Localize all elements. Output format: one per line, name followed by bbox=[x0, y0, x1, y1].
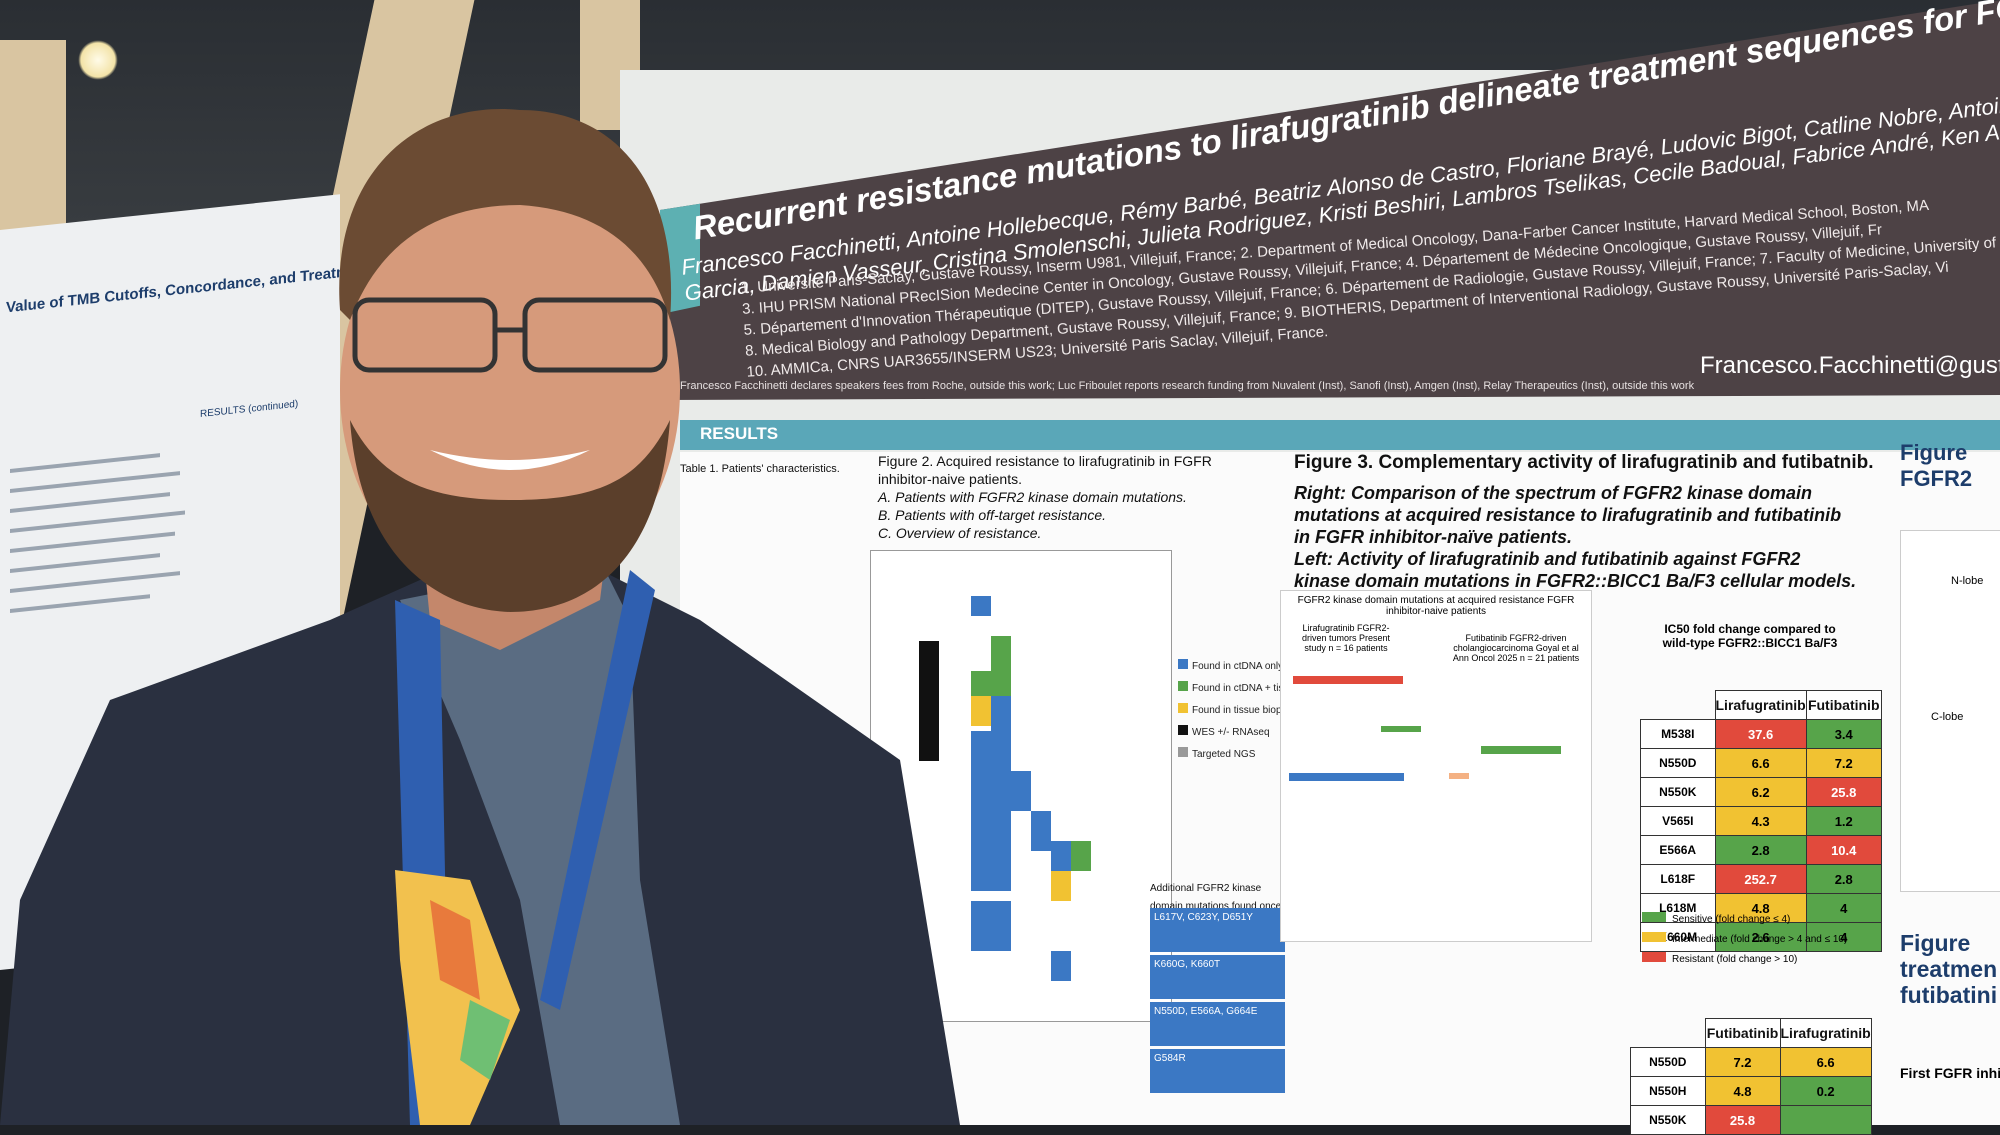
ic50-row: V565I 4.3 1.2 bbox=[1640, 806, 1882, 836]
fig3-text: Right: Comparison of the spectrum of FGF… bbox=[1294, 483, 1857, 591]
ic50-lira-value: 6.2 bbox=[1714, 777, 1807, 807]
fig2-extra-title: Additional FGFR2 kinase domain mutations… bbox=[1150, 883, 1282, 912]
mut-spectrum-title: FGFR2 kinase domain mutations at acquire… bbox=[1297, 595, 1575, 617]
ic50-header-futi: Futibatinib bbox=[1805, 690, 1882, 720]
ic50-mutation: N550D bbox=[1640, 748, 1716, 778]
fig2-legend: Found in ctDNA only Found in ctDNA + tis… bbox=[1178, 656, 1331, 766]
bottom-mutation: N550D bbox=[1630, 1047, 1706, 1077]
ic50-row: L618F 252.7 2.8 bbox=[1640, 864, 1882, 894]
bottom-futi-value: 7.2 bbox=[1704, 1047, 1781, 1077]
ic50-table: Lirafugratinib Futibatinib M538I 37.6 3.4 N… bbox=[1640, 690, 1882, 952]
ic50-row: N550D 6.6 7.2 bbox=[1640, 748, 1882, 778]
right-figure-bottom: Figure treatmen futibatini bbox=[1900, 930, 1998, 1008]
lira-label: Lirafugratinib FGFR2-driven tumors Prese… bbox=[1301, 623, 1391, 653]
ic50-mutation: V565I bbox=[1640, 806, 1716, 836]
ic50-futi-value: 7.2 bbox=[1805, 748, 1882, 778]
ic50-row: E566A 2.8 10.4 bbox=[1640, 835, 1882, 865]
bottom-lira-value: 0.2 bbox=[1779, 1076, 1872, 1106]
bottom-futi-value: 4.8 bbox=[1704, 1076, 1781, 1106]
ic50-lira-value: 4.3 bbox=[1714, 806, 1807, 836]
ic50-header-lira: Lirafugratinib bbox=[1714, 690, 1807, 720]
ic50-legend: Sensitive (fold change ≤ 4) Intermediate… bbox=[1642, 910, 1847, 970]
ic50-row: N550K 6.2 25.8 bbox=[1640, 777, 1882, 807]
first-fgfr-label: First FGFR inhi bbox=[1900, 1065, 2000, 1081]
ic50-futi-value: 10.4 bbox=[1805, 835, 1882, 865]
left-poster-results-label: RESULTS (continued) bbox=[200, 398, 299, 420]
bottom-lira-value bbox=[1779, 1105, 1872, 1135]
ic50-futi-value: 4 bbox=[1805, 893, 1882, 923]
clobe-label: C-lobe bbox=[1931, 711, 1964, 723]
bottom-mutation: N550H bbox=[1630, 1076, 1706, 1106]
ic50-lira-value: 2.8 bbox=[1714, 835, 1807, 865]
contact-email: Francesco.Facchinetti@gust bbox=[1700, 352, 2000, 379]
left-poster: Value of TMB Cutoffs, Concordance, and T… bbox=[0, 194, 340, 971]
ic50-lira-value: 252.7 bbox=[1714, 864, 1807, 894]
bottom-row: N550D 7.2 6.6 bbox=[1630, 1047, 1872, 1077]
fig2-grid bbox=[870, 550, 1172, 1022]
bottom-table: Futibatinib Lirafugratinib N550D 7.2 6.6 N5… bbox=[1630, 1018, 1872, 1135]
fig3-title: Figure 3. Complementary activity of lira… bbox=[1294, 452, 1874, 473]
ic50-row: M538I 37.6 3.4 bbox=[1640, 719, 1882, 749]
bottom-row: N550H 4.8 0.2 bbox=[1630, 1076, 1872, 1106]
bottom-row: N550K 25.8 bbox=[1630, 1105, 1872, 1135]
ic50-mutation: E566A bbox=[1640, 835, 1716, 865]
main-poster: Recurrent resistance mutations to lirafu… bbox=[660, 0, 2000, 1135]
results-bar: RESULTS bbox=[680, 420, 2000, 450]
fig2-extra-list: L617V, C623Y, D651Y K660G, K660T N550D, … bbox=[1150, 908, 1285, 1093]
table1-title: Table 1. Patients' characteristics. bbox=[680, 463, 840, 475]
ic50-futi-value: 4 bbox=[1805, 922, 1882, 952]
ic50-futi-value: 25.8 bbox=[1805, 777, 1882, 807]
ic50-lira-value: 6.6 bbox=[1714, 748, 1807, 778]
ic50-lira-value: 2.6 bbox=[1714, 922, 1807, 952]
bottom-lira-value: 6.6 bbox=[1779, 1047, 1872, 1077]
right-figure-title: Figure FGFR2 bbox=[1900, 440, 1973, 491]
ic50-futi-value: 3.4 bbox=[1805, 719, 1882, 749]
nlobe-label: N-lobe bbox=[1951, 575, 1984, 587]
disclosure: Francesco Facchinetti declares speakers … bbox=[680, 380, 1695, 392]
mutation-spectrum-panel: FGFR2 kinase domain mutations at acquire… bbox=[1280, 590, 1592, 942]
bottom-futi-value: 25.8 bbox=[1704, 1105, 1781, 1135]
ic50-title: IC50 fold change compared to wild-type F… bbox=[1662, 622, 1838, 650]
protein-structure: N-lobe C-lobe bbox=[1900, 530, 2000, 892]
ic50-mutation: M538I bbox=[1640, 719, 1716, 749]
ceiling-lamp bbox=[78, 40, 118, 80]
ic50-mutation: L618M bbox=[1640, 893, 1716, 923]
ic50-mutation: N550K bbox=[1640, 777, 1716, 807]
ic50-lira-value: 37.6 bbox=[1714, 719, 1807, 749]
ic50-futi-value: 1.2 bbox=[1805, 806, 1882, 836]
ic50-mutation: L618F bbox=[1640, 864, 1716, 894]
fig2-caption: Figure 2. Acquired resistance to lirafug… bbox=[878, 453, 1212, 541]
bottom-mutation: N550K bbox=[1630, 1105, 1706, 1135]
results-label: RESULTS bbox=[700, 424, 779, 443]
ic50-futi-value: 2.8 bbox=[1805, 864, 1882, 894]
left-poster-title: Value of TMB Cutoffs, Concordance, and T… bbox=[6, 255, 340, 317]
futi-label: Futibatinib FGFR2-driven cholangiocarcin… bbox=[1452, 633, 1580, 663]
